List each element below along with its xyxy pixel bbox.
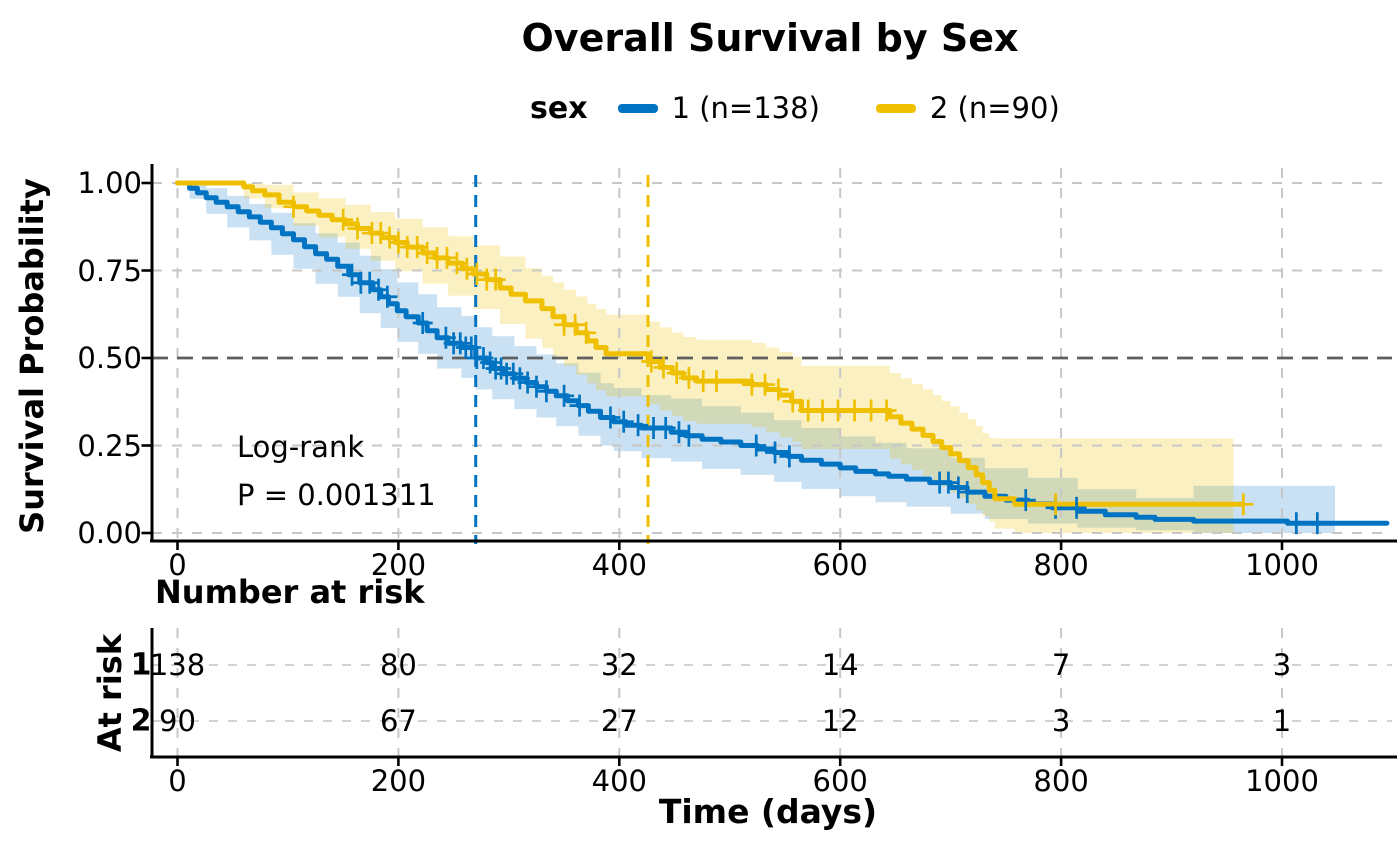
risk-count-sex1: 7 <box>1051 648 1071 682</box>
risk-count-sex2: 90 <box>159 704 196 738</box>
x-tick-label-main: 400 <box>591 548 647 582</box>
y-tick-label: 0.75 <box>77 253 142 288</box>
risk-table-axis-label: At risk <box>91 633 129 753</box>
y-tick-label: 0.25 <box>77 428 142 463</box>
risk-count-sex2: 1 <box>1272 704 1292 738</box>
x-tick-label-risk: 800 <box>1033 764 1089 798</box>
risk-count-sex1: 14 <box>821 648 859 682</box>
legend-group-label: sex <box>530 90 588 126</box>
risk-count-sex2: 3 <box>1051 704 1071 738</box>
y-tick-label: 1.00 <box>77 166 142 200</box>
legend-swatch-sex1-icon <box>617 103 658 113</box>
logrank-label: Log-rank <box>237 430 365 464</box>
censor-marks-sex2 <box>283 195 1254 516</box>
risk-row-label-1: 1 <box>130 647 152 683</box>
risk-count-sex2: 67 <box>379 704 417 738</box>
y-tick-label: 0.50 <box>77 341 142 375</box>
confidence-band-sex1 <box>177 183 1335 533</box>
legend-swatch-sex2-icon <box>875 103 916 113</box>
axes <box>141 164 1397 766</box>
risk-count-sex1: 3 <box>1272 648 1292 682</box>
x-tick-label-main: 600 <box>812 548 868 582</box>
x-tick-label-risk: 200 <box>370 764 427 798</box>
pvalue-label: P = 0.001311 <box>237 478 436 512</box>
x-tick-label-risk: 0 <box>168 764 187 798</box>
legend: sex 1 (n=138) 2 (n=90) <box>530 90 1060 126</box>
risk-count-sex2: 27 <box>600 704 638 738</box>
legend-label-sex2: 2 (n=90) <box>929 91 1060 125</box>
risk-table-title: Number at risk <box>155 573 425 611</box>
x-tick-label-main: 200 <box>370 548 427 582</box>
x-tick-label-main: 800 <box>1033 548 1089 582</box>
risk-count-sex1: 32 <box>600 648 638 682</box>
page-title: Overall Survival by Sex <box>521 16 1019 60</box>
censor-marks-sex1 <box>342 263 1328 535</box>
x-tick-label-risk: 600 <box>812 764 868 798</box>
risk-row-label-2: 2 <box>130 703 152 739</box>
x-tick-label-risk: 400 <box>591 764 647 798</box>
x-tick-label-risk: 1000 <box>1245 764 1319 798</box>
risk-count-sex2: 12 <box>821 704 859 738</box>
y-tick-label: 0.00 <box>77 516 142 550</box>
risk-count-sex1: 80 <box>379 648 417 682</box>
x-tick-label-main: 1000 <box>1245 548 1319 582</box>
x-tick-label-main: 0 <box>168 548 187 582</box>
legend-item-sex1[interactable]: 1 (n=138) <box>617 91 820 125</box>
y-axis-label: Survival Probability <box>13 178 51 534</box>
risk-count-sex1: 138 <box>149 648 206 682</box>
gridlines <box>152 168 1392 757</box>
x-axis-label: Time (days) <box>658 792 878 831</box>
legend-label-sex1: 1 (n=138) <box>671 91 820 125</box>
legend-item-sex2[interactable]: 2 (n=90) <box>875 91 1060 125</box>
